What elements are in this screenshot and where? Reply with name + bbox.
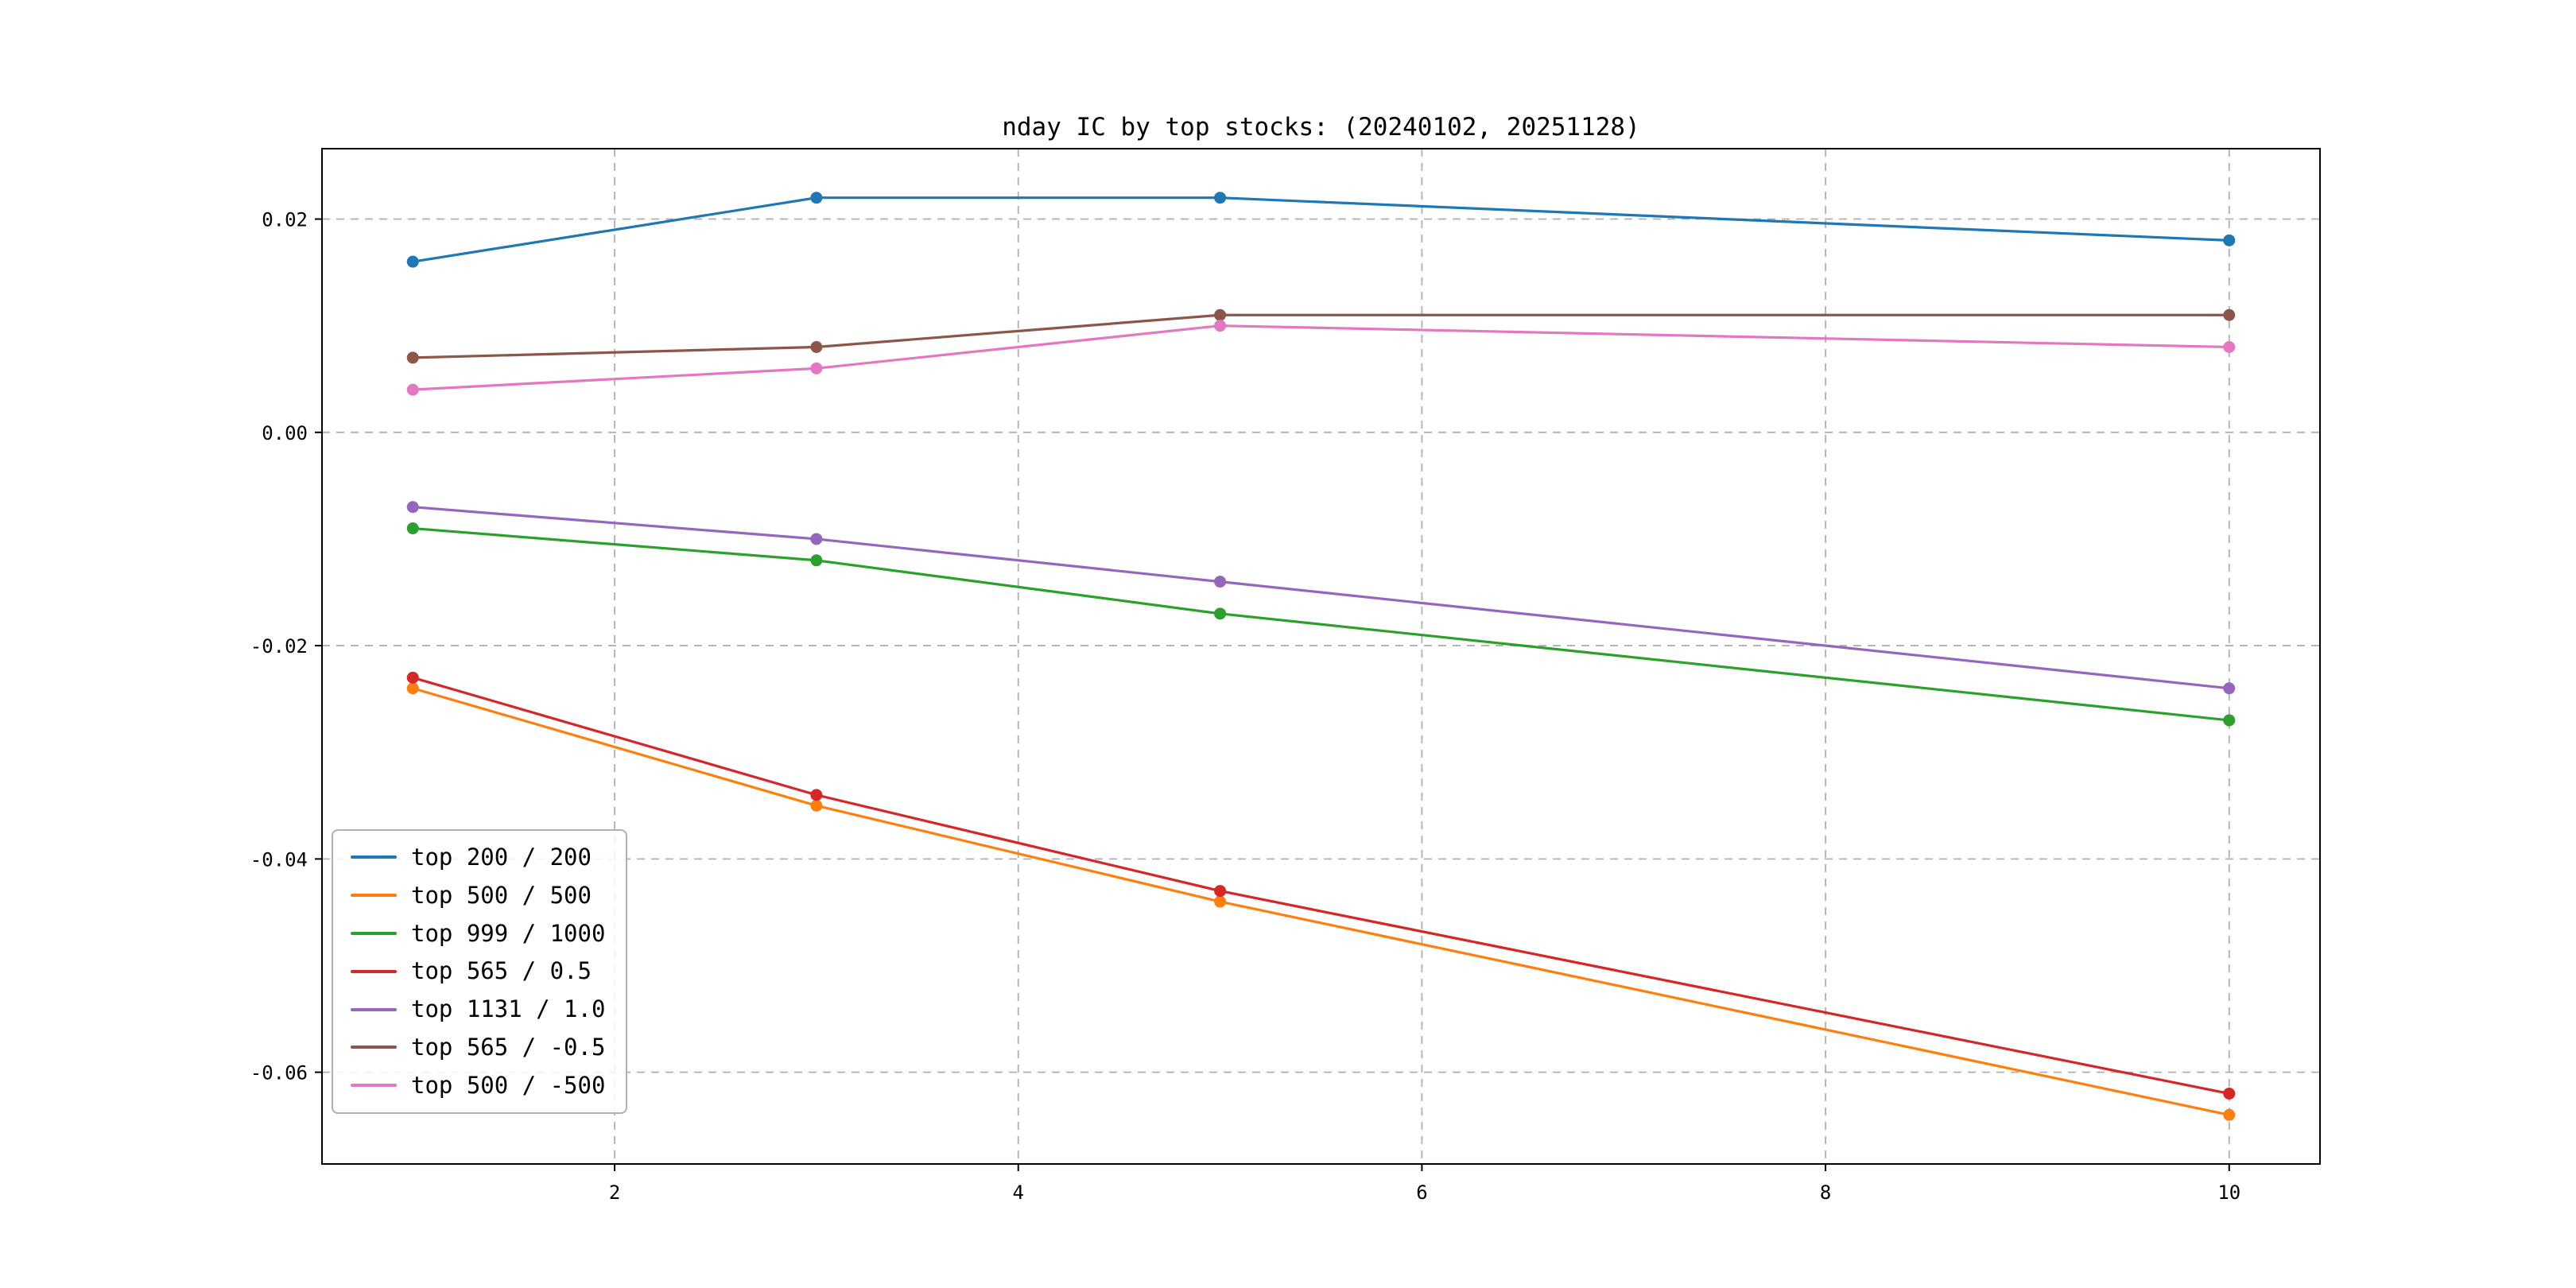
y-tick-label: -0.04: [250, 848, 308, 871]
series-marker: [1214, 885, 1227, 898]
series-marker: [1214, 895, 1227, 908]
series-marker: [1214, 192, 1227, 204]
x-tick-label: 6: [1416, 1181, 1427, 1204]
legend-line-sample: [351, 1007, 397, 1011]
series-line: [411, 196, 2231, 263]
series-marker: [406, 383, 419, 396]
series-marker: [1214, 320, 1227, 332]
series-marker: [2223, 1087, 2236, 1100]
x-tick-label: 10: [2217, 1181, 2240, 1204]
legend-item: top 999 / 1000: [351, 920, 605, 948]
series-marker: [810, 533, 823, 545]
legend-line-sample: [351, 1084, 397, 1088]
legend-item: top 200 / 200: [351, 844, 605, 871]
series-marker: [406, 671, 419, 684]
series-line: [411, 687, 2231, 1116]
series-line: [411, 324, 2231, 391]
legend-label: top 200 / 200: [411, 844, 592, 871]
plot-frame: [321, 148, 2321, 1165]
legend-line-sample: [351, 855, 397, 859]
series-marker: [810, 362, 823, 374]
series-marker: [406, 682, 419, 695]
series-marker: [810, 192, 823, 204]
series-line: [411, 506, 2231, 690]
series-marker: [810, 789, 823, 801]
legend-label: top 565 / 0.5: [411, 957, 592, 985]
series-line: [411, 313, 2231, 359]
legend-line-sample: [351, 931, 397, 935]
legend-item: top 565 / -0.5: [351, 1034, 605, 1061]
series-marker: [2223, 234, 2236, 246]
legend-item: top 500 / 500: [351, 882, 605, 910]
series-marker: [810, 340, 823, 353]
legend-item: top 565 / 0.5: [351, 957, 605, 985]
series-marker: [2223, 714, 2236, 727]
series-marker: [810, 554, 823, 567]
legend-line-sample: [351, 894, 397, 898]
y-tick-label: 0.00: [262, 422, 308, 444]
series-line: [411, 676, 2231, 1096]
series-marker: [1214, 607, 1227, 620]
series-marker: [406, 255, 419, 268]
legend-label: top 1131 / 1.0: [411, 995, 606, 1023]
y-tick-label: -0.06: [250, 1062, 308, 1084]
y-tick-label: 0.02: [262, 209, 308, 231]
series-marker: [2223, 682, 2236, 695]
series-marker: [810, 799, 823, 812]
series-marker: [1214, 576, 1227, 588]
legend-label: top 500 / 500: [411, 881, 592, 909]
series-marker: [406, 501, 419, 514]
legend-line-sample: [351, 1046, 397, 1049]
legend-label: top 500 / -500: [411, 1071, 606, 1099]
x-tick-label: 4: [1013, 1181, 1024, 1204]
series-line: [411, 526, 2231, 722]
x-tick-label: 8: [1820, 1181, 1831, 1204]
legend-label: top 999 / 1000: [411, 919, 606, 947]
series-marker: [406, 522, 419, 535]
series-marker: [2223, 340, 2236, 353]
legend-item: top 500 / -500: [351, 1072, 605, 1100]
legend-item: top 1131 / 1.0: [351, 995, 605, 1023]
legend: top 200 / 200 top 500 / 500 top 999 / 1000…: [332, 829, 628, 1114]
legend-line-sample: [351, 969, 397, 973]
chart-title: nday IC by top stocks: (20240102, 202511…: [1002, 113, 1640, 142]
series-marker: [406, 351, 419, 364]
legend-label: top 565 / -0.5: [411, 1033, 606, 1061]
y-tick-label: -0.02: [250, 635, 308, 658]
series-marker: [2223, 1108, 2236, 1121]
series-marker: [1214, 308, 1227, 321]
series-marker: [2223, 308, 2236, 321]
x-tick-label: 2: [609, 1181, 620, 1204]
